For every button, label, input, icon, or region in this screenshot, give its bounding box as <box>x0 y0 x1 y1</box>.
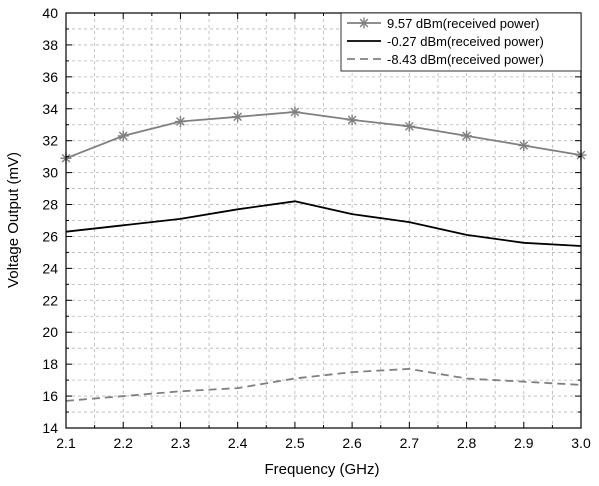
y-tick-label: 20 <box>42 324 58 340</box>
data-point-marker <box>232 111 244 123</box>
x-tick-label: 3.0 <box>571 435 591 451</box>
series-line-1 <box>65 111 582 160</box>
series-line-2 <box>65 200 582 247</box>
y-tick-label: 16 <box>42 388 58 404</box>
data-point-marker <box>346 114 358 126</box>
legend-label-1: 9.57 dBm(received power) <box>387 16 539 31</box>
x-tick-label: 2.3 <box>171 435 191 451</box>
x-axis-title: Frequency (GHz) <box>264 461 379 478</box>
data-point-marker <box>518 139 530 151</box>
series-line-3 <box>65 367 582 402</box>
x-tick-label: 2.2 <box>113 435 133 451</box>
x-tick-label: 2.4 <box>228 435 248 451</box>
legend-label-2: -0.27 dBm(received power) <box>387 34 544 49</box>
x-tick-label: 2.1 <box>56 435 76 451</box>
data-point-marker <box>117 130 129 142</box>
data-point-marker <box>403 120 415 132</box>
x-tick-label: 2.7 <box>400 435 420 451</box>
x-axis-tick-labels: 2.1 2.2 2.3 2.4 2.5 2.6 2.7 2.8 2.9 3.0 <box>56 435 591 451</box>
y-tick-label: 34 <box>42 101 58 117</box>
y-tick-label: 28 <box>42 197 58 213</box>
x-tick-label: 2.5 <box>285 435 305 451</box>
x-tick-label: 2.8 <box>457 435 477 451</box>
y-tick-label: 24 <box>42 260 58 276</box>
legend-label-3: -8.43 dBm(received power) <box>387 52 544 67</box>
x-tick-label: 2.9 <box>514 435 534 451</box>
legend-marker <box>358 17 370 29</box>
y-tick-label: 18 <box>42 356 58 372</box>
y-axis-tick-labels: 14 16 18 20 22 24 26 28 30 32 34 36 38 40 <box>42 5 58 436</box>
data-point-marker <box>174 116 186 128</box>
grid <box>66 13 581 428</box>
y-tick-label: 38 <box>42 37 58 53</box>
data-point-marker <box>289 106 301 118</box>
y-tick-label: 22 <box>42 292 58 308</box>
y-tick-label: 26 <box>42 228 58 244</box>
data-point-marker <box>461 130 473 142</box>
y-axis-title: Voltage Output (mV) <box>5 152 22 288</box>
y-tick-label: 36 <box>42 69 58 85</box>
y-tick-label: 40 <box>42 5 58 21</box>
legend: 9.57 dBm(received power) -0.27 dBm(receiv… <box>340 12 582 72</box>
y-tick-label: 30 <box>42 165 58 181</box>
y-tick-label: 32 <box>42 133 58 149</box>
y-tick-label: 14 <box>42 420 58 436</box>
x-tick-label: 2.6 <box>342 435 362 451</box>
